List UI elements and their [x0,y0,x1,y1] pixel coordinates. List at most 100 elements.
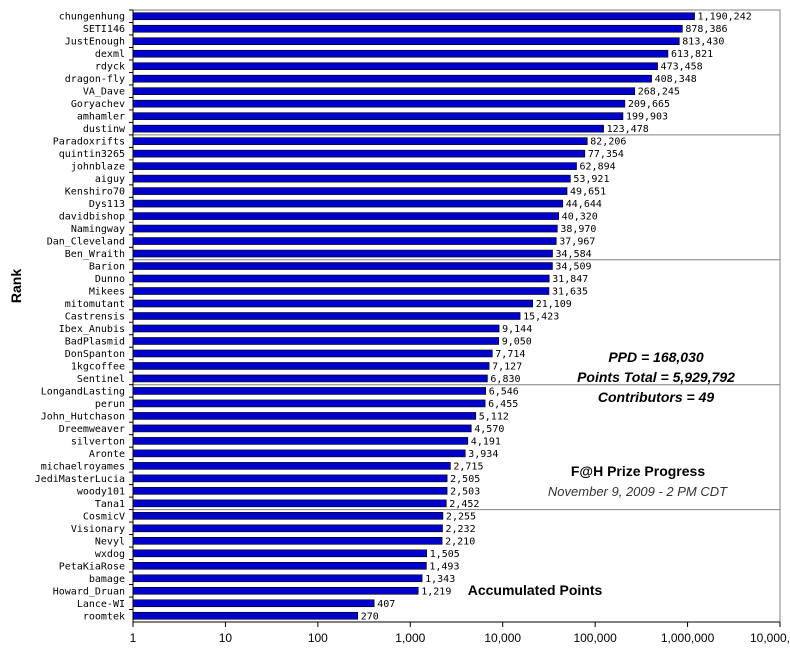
category-label: 1kgcoffee [71,361,125,372]
bar [132,524,443,533]
value-label: 34,509 [555,262,591,273]
value-label: 38,970 [560,224,596,235]
category-label: JustEnough [65,37,125,48]
value-label: 6,830 [490,374,520,385]
value-label: 31,635 [552,287,588,298]
category-label: Nevyl [95,536,125,547]
value-label: 270 [361,611,379,622]
x-tick-label: 10 [219,631,233,645]
value-label: 40,320 [562,212,598,223]
bar [132,249,553,258]
value-label: 209,665 [628,99,670,110]
value-label: 49,651 [570,187,606,198]
bar [132,237,557,245]
x-axis-label: Accumulated Points [467,582,603,598]
category-label: Dys113 [89,199,125,210]
value-label: 2,232 [446,524,476,535]
category-label: DonSpanton [65,349,125,360]
x-tick-label: 10,000,000 [750,631,790,645]
bar [132,199,564,208]
bar [132,349,493,358]
category-label: Ibex_Anubis [59,324,125,335]
bar [132,449,466,458]
category-label: Kenshiro70 [65,187,125,198]
category-label: Goryachev [71,99,125,110]
bar [132,574,423,583]
value-label: 473,458 [661,62,703,73]
category-label: roomtek [83,611,125,622]
bar [132,49,669,58]
category-label: Ben_Wraith [65,249,125,260]
bar [132,549,427,558]
bar [132,599,375,608]
category-label: Namingway [71,224,125,235]
bar [132,412,477,420]
value-label: 2,715 [453,461,483,472]
value-label: 15,423 [523,312,559,323]
value-label: 5,112 [479,411,509,422]
y-axis-label: Rank [8,268,24,304]
category-label: michaelroyames [41,461,125,472]
x-tick-label: 100,000 [573,631,617,645]
bar [132,586,419,595]
value-label: 9,144 [502,324,532,335]
category-label: BadPlasmid [65,336,125,347]
value-label: 4,191 [471,436,501,447]
value-label: 1,190,242 [698,12,752,23]
category-label: Mikees [89,287,125,298]
bar [132,362,490,370]
bar [132,399,486,408]
bar [132,174,571,183]
bar [132,212,559,220]
bar [132,387,487,395]
category-label: dexml [95,49,125,60]
bar [132,124,604,133]
value-label: 1,505 [430,549,460,560]
value-label: 34,584 [556,249,592,260]
category-label: wxdog [95,549,125,560]
value-label: 613,821 [671,49,713,60]
category-label: dustinw [83,124,126,135]
category-label: rdyck [95,62,125,73]
bar [132,149,586,158]
bar [132,224,558,233]
value-label: 3,934 [468,449,498,460]
value-label: 1,219 [421,586,451,597]
category-label: bamage [89,574,125,585]
category-label: chungenhung [59,12,125,23]
category-label: CosmicV [83,511,125,522]
value-label: 878,386 [685,24,727,35]
value-label: 7,127 [492,361,522,372]
bar [132,37,680,46]
bar [132,87,636,95]
bar [132,374,488,383]
bar [132,337,500,345]
value-label: 2,452 [449,499,479,510]
bar [132,299,534,308]
category-label: aiguy [95,174,125,185]
value-label: 9,050 [502,336,532,347]
bar [132,62,658,71]
category-label: Lance-WI [77,599,125,610]
category-label: Paradoxrifts [53,137,125,148]
category-label: PetaKiaRose [59,561,125,572]
value-label: 62,894 [580,162,616,173]
chart-subtitle: November 9, 2009 - 2 PM CDT [547,484,728,499]
bar [132,137,588,145]
category-label: Dan_Cleveland [47,237,125,248]
bar [132,287,550,295]
bar [132,561,427,570]
category-label: davidbishop [59,212,125,223]
value-label: 2,505 [450,474,480,485]
value-label: 123,478 [607,124,649,135]
category-label: johnblaze [71,162,125,173]
value-label: 2,503 [450,486,480,497]
bar [132,24,683,33]
stats-annotation: PPD = 168,030 Points Total = 5,929,792 C… [540,347,772,407]
value-label: 199,903 [626,112,668,123]
category-label: Sentinel [77,374,125,385]
bar [132,487,448,495]
category-label: John_Hutchason [41,411,125,422]
bar [132,262,553,270]
value-label: 77,354 [588,149,624,160]
